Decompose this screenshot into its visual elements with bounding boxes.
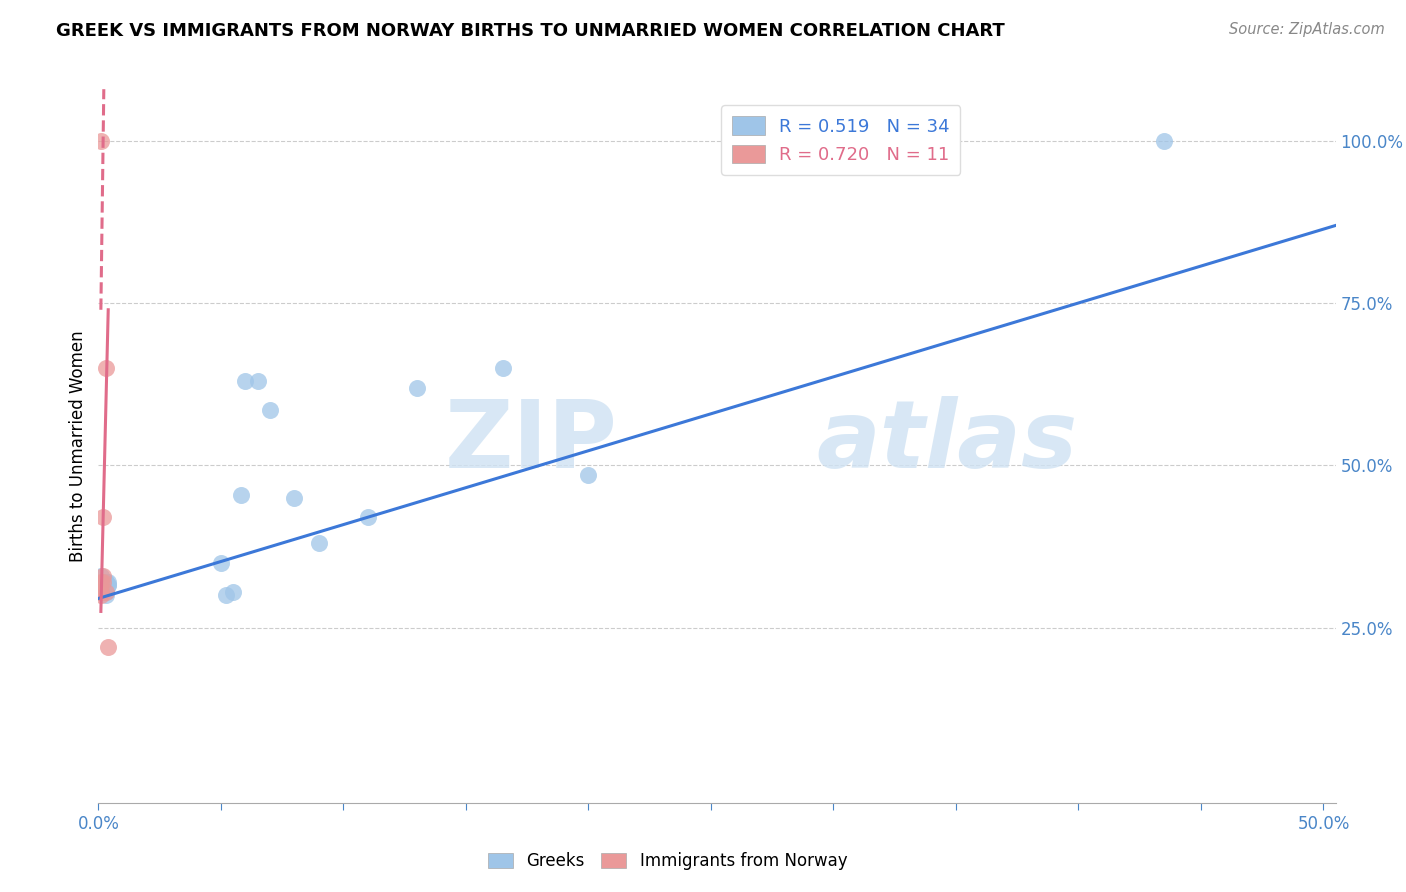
Point [90, 585, 112, 599]
Point [91, 568, 114, 582]
Point [97, 640, 120, 654]
Point [259, 403, 281, 417]
Point [91, 575, 114, 590]
Point [492, 361, 515, 376]
Point [235, 374, 257, 388]
Point [94, 575, 117, 590]
Point [94, 585, 117, 599]
Point [94, 588, 117, 602]
Point [283, 491, 305, 505]
Point [1153, 134, 1175, 148]
Point [90, 134, 112, 148]
Text: atlas: atlas [815, 396, 1077, 489]
Point [97, 578, 120, 592]
Point [91, 575, 114, 590]
Point [97, 578, 120, 592]
Point [94, 361, 117, 376]
Point [90, 585, 112, 599]
Point [90, 585, 112, 599]
Text: ZIP: ZIP [446, 396, 619, 489]
Point [94, 575, 117, 590]
Point [357, 510, 380, 524]
Point [90, 588, 112, 602]
Point [209, 556, 232, 570]
Point [91, 582, 114, 596]
Point [90, 568, 112, 582]
Point [90, 582, 112, 596]
Point [222, 585, 245, 599]
Y-axis label: Births to Unmarried Women: Births to Unmarried Women [69, 330, 87, 562]
Point [90, 582, 112, 596]
Point [90, 582, 112, 596]
Point [90, 575, 112, 590]
Point [91, 585, 114, 599]
Point [97, 575, 120, 590]
Point [578, 468, 600, 483]
Point [90, 585, 112, 599]
Point [91, 585, 114, 599]
Text: Source: ZipAtlas.com: Source: ZipAtlas.com [1229, 22, 1385, 37]
Point [90, 582, 112, 596]
Point [90, 585, 112, 599]
Point [91, 585, 114, 599]
Point [246, 374, 269, 388]
Point [215, 588, 238, 602]
Point [406, 381, 429, 395]
Point [91, 510, 114, 524]
Point [229, 488, 252, 502]
Point [94, 585, 117, 599]
Point [308, 536, 330, 550]
Legend: Greeks, Immigrants from Norway: Greeks, Immigrants from Norway [481, 846, 853, 877]
Text: GREEK VS IMMIGRANTS FROM NORWAY BIRTHS TO UNMARRIED WOMEN CORRELATION CHART: GREEK VS IMMIGRANTS FROM NORWAY BIRTHS T… [56, 22, 1005, 40]
